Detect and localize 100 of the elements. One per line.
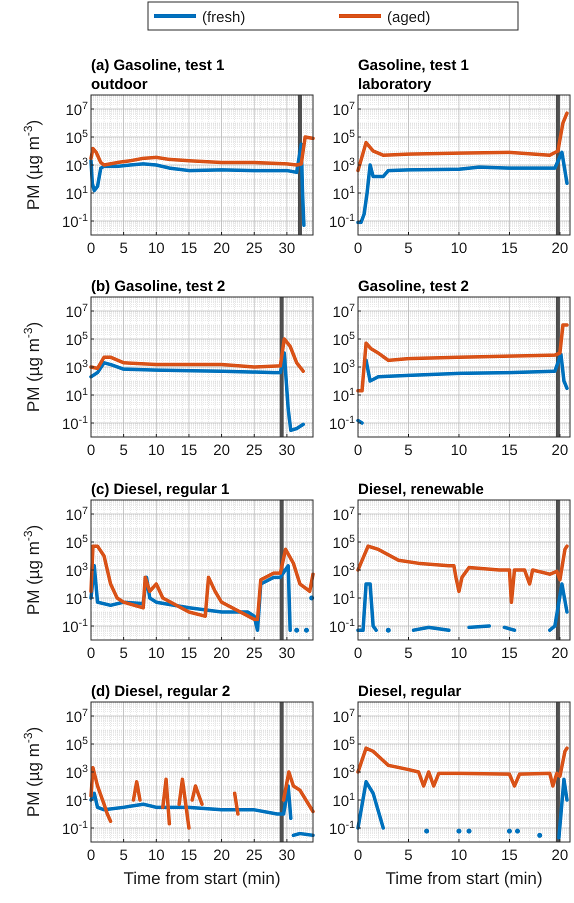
x-tick-label: 20: [552, 645, 568, 662]
x-tick-label: 30: [278, 645, 296, 662]
y-tick-label: 10$^{3}$: [65, 358, 88, 377]
y-tick-label: 10$^{7}$: [65, 302, 88, 321]
x-tick-label: 10: [148, 645, 165, 662]
chart-title: Gasoline, test 1 laboratory: [358, 57, 469, 93]
x-tick-label: 5: [404, 442, 413, 459]
line-series: [89, 135, 315, 167]
line-series: [356, 746, 569, 788]
line-series: [356, 323, 569, 393]
y-tick-label: 10$^{5}$: [332, 735, 356, 754]
x-tick-label: 15: [501, 442, 518, 459]
line-series: [89, 351, 305, 432]
x-tick-label: 20: [552, 847, 568, 864]
y-tick-label: 10$^{-1}$: [62, 414, 88, 433]
y-tick-label: 10$^{-1}$: [328, 819, 356, 838]
legend-label: (fresh): [202, 9, 246, 26]
x-tick-label: 5: [119, 442, 128, 459]
x-tick-label: 20: [213, 442, 230, 459]
x-tick-label: 15: [501, 645, 518, 662]
y-tick-label: 10$^{-1}$: [328, 617, 356, 636]
y-tick-label: 10$^{-1}$: [62, 212, 88, 231]
line-series: [356, 150, 569, 224]
x-tick-label: 25: [246, 847, 263, 864]
y-tick-label: 10$^{5}$: [65, 128, 88, 147]
x-tick-label: 5: [404, 847, 413, 864]
x-tick-label: 0: [86, 847, 96, 864]
x-tick-label: 20: [213, 847, 230, 864]
y-tick-label: 10$^{7}$: [65, 100, 88, 119]
line-series: [89, 337, 305, 373]
x-tick-label: 15: [180, 645, 198, 662]
line-series: [89, 142, 306, 227]
legend-label: (aged): [387, 9, 430, 26]
y-tick-label: 10$^{3}$: [332, 763, 356, 782]
x-tick-label: 25: [246, 645, 263, 662]
y-tick-label: 10$^{7}$: [332, 707, 356, 726]
y-tick-label: 10$^{1}$: [332, 589, 356, 608]
y-tick-label: 10$^{1}$: [332, 386, 356, 405]
line-series: [356, 111, 569, 172]
y-tick-label: 10$^{1}$: [65, 589, 88, 608]
x-axis-title: Time from start (min): [385, 869, 543, 888]
x-tick-label: 10: [148, 240, 165, 257]
y-tick-label: 10$^{5}$: [332, 533, 356, 552]
x-tick-label: 25: [246, 442, 263, 459]
y-tick-label: 10$^{5}$: [65, 533, 88, 552]
x-tick-label: 30: [278, 240, 296, 257]
x-tick-label: 15: [501, 847, 518, 864]
x-tick-label: 10: [148, 442, 165, 459]
y-tick-label: 10$^{3}$: [332, 358, 356, 377]
y-tick-label: 10$^{1}$: [332, 184, 356, 203]
x-tick-label: 0: [354, 442, 362, 459]
y-tick-label: 10$^{3}$: [65, 156, 88, 175]
y-tick-label: 10$^{5}$: [332, 128, 356, 147]
x-tick-label: 30: [278, 847, 296, 864]
x-tick-label: 20: [213, 645, 230, 662]
x-tick-label: 15: [501, 240, 518, 257]
chart-title: Diesel, regular: [358, 683, 462, 700]
y-tick-label: 10$^{1}$: [65, 386, 88, 405]
x-tick-label: 0: [86, 645, 96, 662]
y-tick-label: 10$^{7}$: [332, 505, 356, 524]
y-tick-label: 10$^{7}$: [65, 707, 88, 726]
x-tick-label: 30: [278, 442, 296, 459]
x-tick-label: 5: [404, 240, 413, 257]
chart-title: (a) Gasoline, test 1 outdoor: [91, 57, 224, 93]
y-tick-label: 10$^{7}$: [65, 505, 88, 524]
x-tick-label: 20: [552, 442, 568, 459]
y-tick-label: 10$^{5}$: [65, 330, 88, 349]
y-tick-label: 10$^{-1}$: [328, 212, 356, 231]
x-tick-label: 0: [86, 240, 96, 257]
x-tick-label: 25: [246, 240, 263, 257]
x-tick-label: 15: [180, 240, 198, 257]
y-tick-label: 10$^{1}$: [332, 791, 356, 810]
x-tick-label: 0: [86, 442, 96, 459]
line-series: [89, 544, 315, 622]
y-tick-label: 10$^{-1}$: [328, 414, 356, 433]
y-tick-label: 10$^{5}$: [332, 330, 356, 349]
x-tick-label: 0: [354, 847, 362, 864]
x-tick-label: 5: [119, 847, 128, 864]
y-tick-label: 10$^{5}$: [65, 735, 88, 754]
y-tick-label: 10$^{-1}$: [62, 617, 88, 636]
x-tick-label: 20: [213, 240, 230, 257]
x-tick-label: 5: [404, 645, 413, 662]
x-tick-label: 15: [180, 847, 198, 864]
chart-title: Gasoline, test 2: [358, 278, 469, 295]
chart-title: (b) Gasoline, test 2: [91, 278, 226, 295]
y-tick-label: 10$^{3}$: [332, 156, 356, 175]
x-tick-label: 10: [450, 442, 468, 459]
x-tick-label: 0: [354, 240, 362, 257]
x-tick-label: 5: [119, 645, 128, 662]
y-tick-label: 10$^{7}$: [332, 100, 356, 119]
y-tick-label: 10$^{3}$: [65, 763, 88, 782]
y-tick-label: 10$^{3}$: [65, 561, 88, 580]
x-tick-label: 10: [148, 847, 165, 864]
y-tick-label: 10$^{3}$: [332, 561, 356, 580]
chart-title: (c) Diesel, regular 1: [91, 481, 230, 498]
chart-title: Diesel, renewable: [358, 481, 484, 498]
x-tick-label: 10: [450, 240, 468, 257]
x-tick-label: 0: [354, 645, 362, 662]
y-tick-label: 10$^{1}$: [65, 184, 88, 203]
x-tick-label: 10: [450, 847, 468, 864]
